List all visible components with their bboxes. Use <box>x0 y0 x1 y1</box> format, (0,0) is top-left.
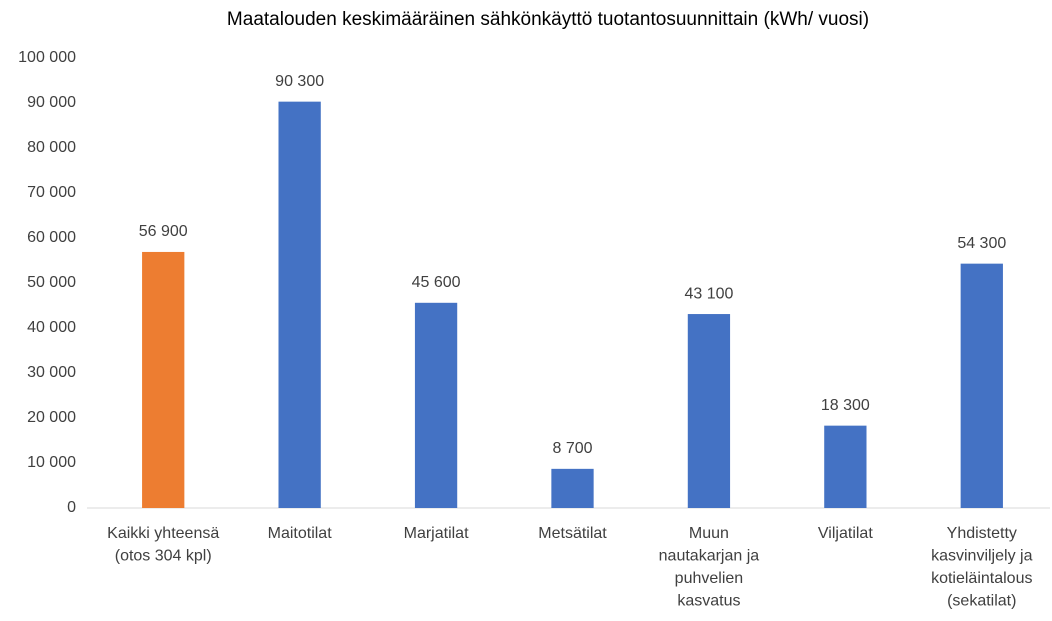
x-tick-label: (sekatilat) <box>947 593 1016 610</box>
y-tick-label: 30 000 <box>27 364 76 381</box>
y-tick-label: 0 <box>67 499 76 516</box>
y-tick-label: 100 000 <box>18 49 76 66</box>
y-tick-label: 50 000 <box>27 274 76 291</box>
x-tick-label: Metsätilat <box>538 525 607 542</box>
x-tick-label: Yhdistetty <box>947 525 1017 542</box>
x-tick-label: (otos 304 kpl) <box>115 548 212 565</box>
x-tick-label: Viljatilat <box>818 525 873 542</box>
y-tick-label: 40 000 <box>27 319 76 336</box>
y-tick-label: 60 000 <box>27 229 76 246</box>
x-tick-label: Kaikki yhteensä <box>107 525 219 542</box>
bar <box>960 263 1003 508</box>
x-tick-label: puhvelien <box>675 570 744 587</box>
chart-title: Maatalouden keskimääräinen sähkönkäyttö … <box>227 9 869 30</box>
y-tick-label: 70 000 <box>27 184 76 201</box>
bar <box>551 468 594 508</box>
data-label: 8 700 <box>552 440 592 457</box>
x-tick-label: Marjatilat <box>404 525 469 542</box>
data-label: 54 300 <box>957 235 1006 252</box>
y-tick-label: 10 000 <box>27 454 76 471</box>
x-tick-label: kasvinviljely ja <box>931 548 1032 565</box>
data-label: 90 300 <box>275 73 324 90</box>
data-label: 43 100 <box>684 285 733 302</box>
data-label: 45 600 <box>412 274 461 291</box>
x-tick-label: kotieläintalous <box>931 570 1032 587</box>
y-tick-label: 90 000 <box>27 94 76 111</box>
x-tick-label: Muun <box>689 525 729 542</box>
x-tick-label: Maitotilat <box>268 525 333 542</box>
data-label: 56 900 <box>139 223 188 240</box>
y-tick-label: 20 000 <box>27 409 76 426</box>
bar <box>414 302 458 508</box>
y-tick-label: 80 000 <box>27 139 76 156</box>
bar <box>142 251 185 508</box>
bar <box>278 101 321 509</box>
bar <box>687 314 731 508</box>
x-tick-label: nautakarjan ja <box>659 548 760 565</box>
data-label: 18 300 <box>821 397 870 414</box>
x-tick-label: kasvatus <box>677 593 740 610</box>
bar <box>824 425 867 508</box>
